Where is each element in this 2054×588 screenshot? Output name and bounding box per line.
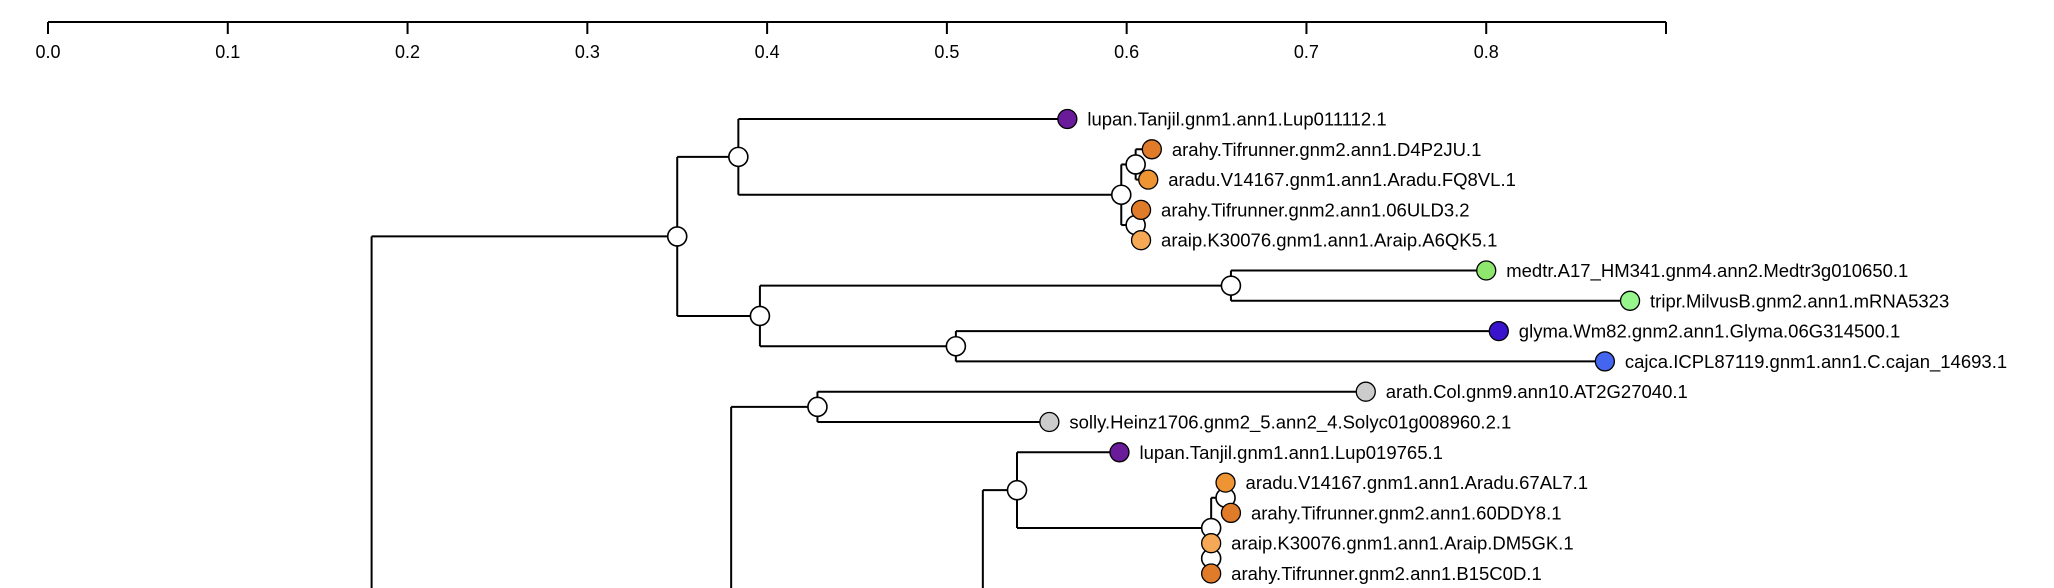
leaf-label[interactable]: cajca.ICPL87119.gnm1.ann1.C.cajan_14693.… — [1625, 351, 2007, 373]
leaf-label[interactable]: lupan.Tanjil.gnm1.ann1.Lup011112.1 — [1087, 109, 1386, 130]
axis-tick-label: 0.8 — [1474, 42, 1499, 62]
internal-node[interactable] — [749, 305, 771, 327]
internal-node[interactable] — [945, 335, 967, 357]
axis-tick-label: 0.5 — [934, 42, 959, 62]
leaf-node-lupan[interactable] — [1109, 442, 1130, 463]
leaf-label[interactable]: araip.K30076.gnm1.ann1.Araip.A6QK5.1 — [1161, 230, 1497, 251]
leaf-node-araip[interactable] — [1130, 230, 1152, 251]
tree-nodes — [666, 108, 1641, 584]
distance-axis: 0.0 0.1 0.2 0.3 0.4 0.5 0.6 0.7 0.8 — [35, 21, 1667, 62]
leaf-labels: lupan.Tanjil.gnm1.ann1.Lup011112.1 arahy.… — [1069, 109, 2007, 585]
leaf-label[interactable]: arath.Col.gnm9.ann10.AT2G27040.1 — [1386, 381, 1688, 402]
leaf-label[interactable]: arahy.Tifrunner.gnm2.ann1.60DDY8.1 — [1251, 502, 1562, 523]
leaf-label[interactable]: arahy.Tifrunner.gnm2.ann1.B15C0D.1 — [1231, 563, 1542, 584]
leaf-node-arahy[interactable] — [1130, 199, 1152, 221]
internal-node[interactable] — [1006, 479, 1028, 501]
leaf-label[interactable]: tripr.MilvusB.gnm2.ann1.mRNA5323 — [1650, 290, 1949, 311]
internal-node[interactable] — [1220, 275, 1242, 296]
leaf-node-arath[interactable] — [1355, 381, 1376, 402]
axis-tick-label: 0.0 — [35, 42, 60, 62]
leaf-node-glyma[interactable] — [1488, 320, 1509, 342]
leaf-label[interactable]: araip.K30076.gnm1.ann1.Araip.DM5GK.1 — [1231, 533, 1573, 554]
leaf-label[interactable]: arahy.Tifrunner.gnm2.ann1.D4P2JU.1 — [1172, 139, 1482, 160]
leaf-label[interactable]: lupan.Tanjil.gnm1.ann1.Lup019765.1 — [1139, 442, 1442, 463]
axis-tick-label: 0.4 — [755, 42, 780, 62]
leaf-label[interactable]: solly.Heinz1706.gnm2_5.ann2_4.Solyc01g00… — [1069, 412, 1511, 434]
leaf-node-arahy[interactable] — [1201, 563, 1222, 584]
axis-tick-label: 0.1 — [215, 42, 240, 62]
leaf-node-aradu[interactable] — [1138, 169, 1159, 190]
leaf-label[interactable]: glyma.Wm82.gnm2.ann1.Glyma.06G314500.1 — [1519, 321, 1901, 342]
leaf-node-arahy[interactable] — [1220, 502, 1242, 524]
axis-tick-label: 0.7 — [1294, 42, 1319, 62]
internal-node[interactable] — [1125, 154, 1146, 175]
leaf-label[interactable]: medtr.A17_HM341.gnm4.ann2.Medtr3g010650.… — [1506, 260, 1908, 282]
leaf-node-solly[interactable] — [1039, 411, 1060, 433]
leaf-label[interactable]: aradu.V14167.gnm1.ann1.Aradu.FQ8VL.1 — [1168, 169, 1516, 190]
leaf-label[interactable]: arahy.Tifrunner.gnm2.ann1.06ULD3.2 — [1161, 199, 1470, 220]
internal-node[interactable] — [1110, 184, 1132, 206]
axis-tick-label: 0.2 — [395, 42, 420, 62]
leaf-label[interactable]: aradu.V14167.gnm1.ann1.Aradu.67AL7.1 — [1246, 472, 1589, 493]
internal-node[interactable] — [666, 226, 688, 247]
leaf-node-tripr[interactable] — [1619, 290, 1641, 311]
leaf-node-medtr[interactable] — [1476, 260, 1497, 281]
axis-tick-label: 0.6 — [1114, 42, 1139, 62]
internal-node[interactable] — [728, 146, 749, 168]
internal-node[interactable] — [807, 396, 828, 418]
leaf-node-lupan[interactable] — [1057, 108, 1078, 130]
leaf-node-arahy[interactable] — [1141, 139, 1162, 160]
leaf-node-aradu[interactable] — [1215, 472, 1236, 493]
leaf-node-cajca[interactable] — [1594, 351, 1616, 372]
axis-tick-label: 0.3 — [575, 42, 600, 62]
leaf-node-araip[interactable] — [1201, 533, 1222, 554]
